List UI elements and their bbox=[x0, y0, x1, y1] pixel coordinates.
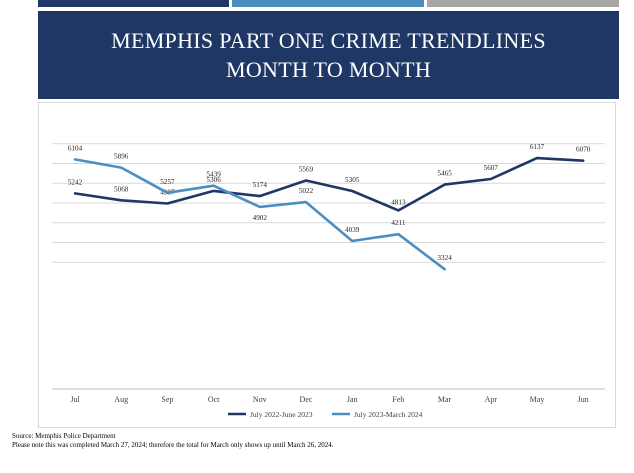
data-label: 6104 bbox=[68, 144, 83, 152]
data-point bbox=[166, 202, 169, 205]
source-line: Source: Memphis Police Department bbox=[12, 432, 116, 440]
series-line-1 bbox=[73, 156, 585, 212]
title-line-2: MONTH TO MONTH bbox=[225, 57, 432, 82]
title-banner: MEMPHIS PART ONE CRIME TRENDLINES MONTH … bbox=[38, 11, 619, 99]
data-point bbox=[305, 179, 307, 182]
data-point bbox=[120, 199, 122, 202]
x-tick-label: Aug bbox=[114, 395, 128, 404]
data-point bbox=[490, 178, 492, 180]
x-tick-label: Dec bbox=[300, 395, 313, 404]
data-point bbox=[397, 233, 400, 235]
data-point bbox=[212, 184, 215, 187]
top-bar-segment-blue bbox=[232, 0, 424, 7]
data-point bbox=[536, 157, 538, 159]
data-point bbox=[443, 268, 446, 271]
x-tick-label: Sep bbox=[161, 395, 173, 404]
data-label: 5242 bbox=[68, 178, 83, 186]
data-point bbox=[259, 206, 261, 208]
data-point bbox=[351, 240, 354, 242]
data-point bbox=[443, 183, 446, 186]
data-label: 5465 bbox=[437, 170, 452, 178]
x-tick-label: Nov bbox=[253, 395, 267, 404]
x-tick-label: May bbox=[530, 395, 545, 404]
x-tick-label: Jun bbox=[578, 395, 589, 404]
title-line-1: MEMPHIS PART ONE CRIME TRENDLINES bbox=[111, 28, 546, 53]
source-note: Source: Memphis Police Department Please… bbox=[12, 432, 334, 450]
data-label: 5439 bbox=[206, 171, 221, 179]
data-point bbox=[212, 190, 215, 192]
data-label: 5174 bbox=[253, 181, 268, 189]
top-bar-segment-gray bbox=[427, 0, 619, 7]
data-point bbox=[582, 159, 584, 162]
top-bar-segment-dark bbox=[38, 0, 229, 7]
x-tick-label: Apr bbox=[485, 395, 498, 404]
x-tick-label: Feb bbox=[392, 395, 404, 404]
x-tick-label: Oct bbox=[208, 395, 220, 404]
data-point bbox=[305, 201, 307, 203]
data-point bbox=[166, 192, 169, 194]
data-label: 5022 bbox=[299, 187, 314, 195]
data-label: 4902 bbox=[253, 214, 268, 222]
chart-frame bbox=[38, 102, 616, 428]
data-label: 5257 bbox=[160, 178, 175, 186]
data-label: 5068 bbox=[114, 185, 129, 193]
data-label: 4813 bbox=[391, 198, 406, 206]
data-label: 3324 bbox=[437, 254, 452, 262]
data-point bbox=[351, 190, 354, 192]
data-label: 4039 bbox=[345, 226, 360, 234]
data-point bbox=[120, 166, 122, 169]
data-point bbox=[74, 158, 76, 161]
legend-label-2: July 2023-March 2024 bbox=[354, 410, 423, 419]
data-label: 5306 bbox=[206, 176, 221, 184]
data-label: 6070 bbox=[576, 146, 591, 154]
x-tick-label: Jan bbox=[347, 395, 358, 404]
data-label: 4211 bbox=[391, 219, 406, 227]
x-tick-label: Jul bbox=[70, 395, 80, 404]
legend-label-1: July 2022-June 2023 bbox=[250, 410, 313, 419]
data-label: 5896 bbox=[114, 153, 129, 161]
data-point bbox=[397, 209, 400, 212]
data-label: 5569 bbox=[299, 166, 314, 174]
data-point bbox=[74, 192, 76, 195]
x-tick-label: Mar bbox=[438, 395, 452, 404]
data-point bbox=[259, 195, 261, 197]
data-label: 6137 bbox=[530, 143, 545, 151]
data-label: 5305 bbox=[345, 176, 360, 184]
data-label: 5607 bbox=[484, 164, 499, 172]
disclaimer-line: Please note this was completed March 27,… bbox=[12, 441, 334, 449]
